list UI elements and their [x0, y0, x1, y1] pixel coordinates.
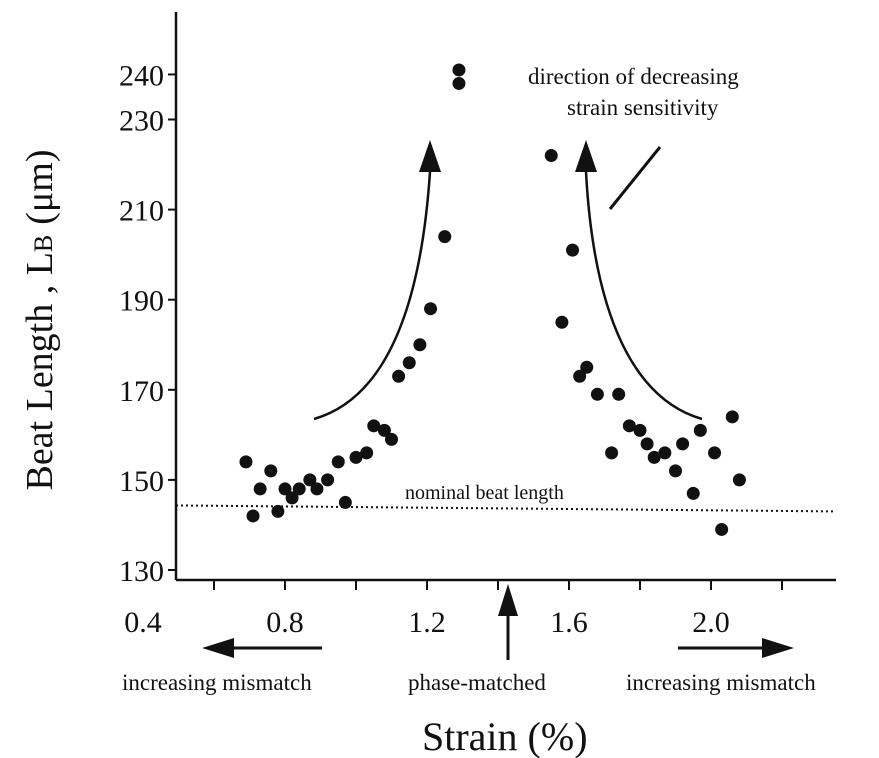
data-point [633, 423, 647, 437]
data-point [669, 464, 682, 478]
phase-matched-label: phase-matched [408, 670, 546, 695]
data-point [715, 522, 729, 536]
data-point [725, 410, 739, 424]
right-curved-arrow [584, 171, 703, 421]
data-point [253, 482, 267, 496]
data-point [385, 432, 398, 446]
nominal-beat-length-line [175, 504, 837, 513]
data-point [452, 76, 466, 90]
y-ticks: 130 150 170 190 210 230 240 [119, 59, 176, 588]
data-point [402, 356, 416, 370]
left-curved-arrow [313, 171, 432, 421]
y-axis-title: Beat Length , LB (μm) [19, 149, 61, 490]
data-point [438, 230, 452, 244]
data-point [590, 387, 604, 401]
right-mismatch-arrow-head [762, 638, 794, 658]
data-point [622, 419, 636, 433]
data-point [605, 446, 619, 460]
data-points [239, 63, 746, 536]
y-tick-label: 240 [119, 59, 164, 92]
y-tick-label: 210 [119, 195, 164, 228]
x-ticks: 0.4 0.8 1.2 1.6 2.0 [124, 580, 783, 639]
x-tick-label: 0.4 [124, 606, 162, 639]
right-curved-arrow-head [575, 140, 597, 172]
data-point [580, 360, 594, 374]
phase-matched-arrow-head [498, 584, 518, 616]
data-point [732, 473, 746, 487]
data-point [686, 486, 700, 500]
data-point [693, 423, 707, 437]
nominal-beat-length-label: nominal beat length [405, 482, 564, 504]
data-point [566, 243, 580, 257]
data-point [555, 315, 569, 329]
y-tick-label: 190 [119, 285, 164, 318]
data-point [303, 473, 317, 487]
data-point [367, 419, 381, 433]
data-point [392, 369, 406, 383]
direction-label-line1: direction of decreasing [528, 64, 739, 89]
x-tick-label: 2.0 [692, 606, 730, 639]
data-point [612, 387, 626, 401]
data-point [278, 482, 292, 496]
y-tick-label: 230 [119, 105, 164, 138]
y-axis-title-sub: B [29, 235, 58, 252]
data-point [310, 482, 324, 496]
y-tick-label: 150 [119, 465, 164, 498]
data-point [331, 455, 345, 469]
data-point [708, 446, 722, 460]
data-point [285, 491, 299, 505]
data-point [349, 450, 363, 464]
data-point [239, 455, 253, 469]
y-tick-label: 130 [119, 555, 164, 588]
x-axis-title: Strain (%) [422, 714, 588, 758]
data-point [676, 437, 690, 451]
data-point [573, 369, 587, 383]
y-axis-title-main: Beat Length , L [19, 252, 61, 490]
data-point [377, 423, 391, 437]
left-mismatch-arrow-head [202, 638, 234, 658]
data-point [544, 149, 558, 163]
left-mismatch-label: increasing mismatch [122, 670, 312, 695]
data-point [413, 338, 427, 352]
data-point [658, 446, 672, 460]
data-point [246, 509, 260, 523]
data-point [338, 495, 352, 509]
data-point [360, 446, 374, 460]
y-tick-label: 170 [119, 375, 164, 408]
right-mismatch-label: increasing mismatch [626, 670, 816, 695]
data-point [424, 302, 438, 316]
x-tick-label: 1.2 [408, 606, 446, 639]
data-point [321, 473, 335, 487]
data-point [264, 464, 278, 478]
direction-label-line2: strain sensitivity [567, 95, 719, 120]
x-tick-label: 1.6 [550, 606, 588, 639]
data-point [271, 504, 285, 518]
data-point [647, 450, 661, 464]
direction-pointer-line [608, 146, 662, 210]
data-point [452, 63, 466, 77]
x-tick-label: 0.8 [266, 606, 304, 639]
data-point [292, 482, 306, 496]
left-curved-arrow-head [419, 140, 441, 172]
y-axis-title-unit: (μm) [19, 149, 61, 224]
data-point [640, 437, 654, 451]
